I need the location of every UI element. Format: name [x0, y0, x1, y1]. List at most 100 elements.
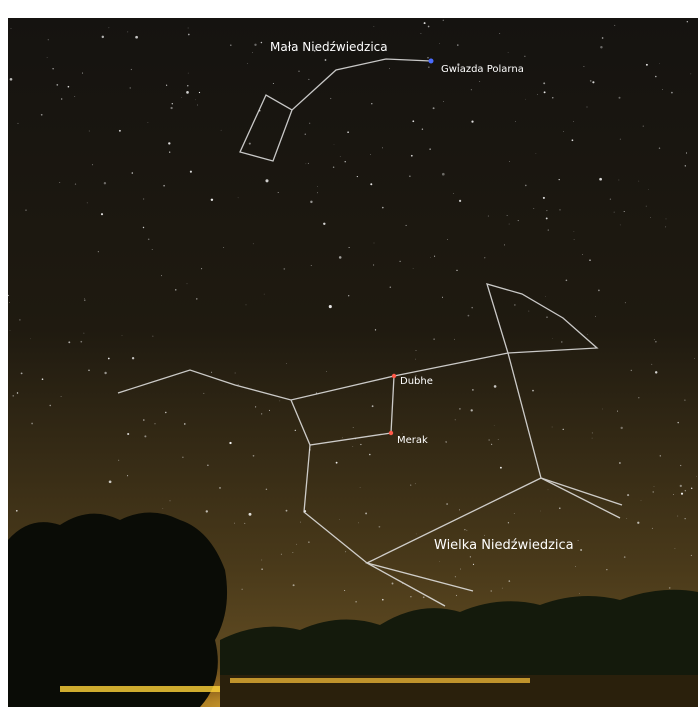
star	[308, 541, 309, 542]
star	[420, 33, 421, 34]
star	[563, 429, 564, 430]
star	[533, 208, 534, 209]
star	[548, 229, 549, 230]
star	[468, 315, 470, 317]
star	[247, 63, 248, 64]
star	[410, 596, 411, 597]
star	[286, 363, 287, 364]
star	[170, 107, 172, 109]
star	[654, 486, 655, 487]
star	[144, 435, 146, 437]
star	[16, 510, 18, 512]
star	[655, 341, 656, 342]
star	[143, 419, 145, 421]
star	[61, 396, 62, 397]
star	[651, 364, 652, 365]
star	[360, 444, 361, 445]
star	[118, 460, 119, 461]
star	[423, 596, 425, 598]
star	[238, 197, 239, 198]
star	[168, 142, 170, 144]
star	[131, 69, 132, 70]
star	[696, 476, 697, 477]
star	[643, 126, 644, 127]
star	[515, 121, 516, 122]
star	[508, 52, 509, 53]
star	[336, 462, 338, 464]
star	[600, 46, 602, 48]
star	[499, 33, 500, 34]
star	[143, 227, 144, 228]
star	[638, 397, 639, 398]
star	[509, 580, 511, 582]
star	[646, 206, 647, 207]
star	[509, 224, 510, 225]
star	[333, 167, 334, 168]
star	[345, 551, 346, 552]
star	[471, 89, 472, 90]
star	[41, 114, 43, 116]
star	[374, 243, 375, 244]
star	[621, 427, 623, 429]
star	[502, 588, 503, 589]
star	[677, 516, 678, 517]
star	[182, 97, 183, 98]
road-light	[230, 678, 530, 683]
star	[627, 494, 629, 496]
star	[484, 257, 485, 258]
star	[624, 556, 626, 558]
star	[293, 552, 294, 553]
star	[80, 341, 82, 343]
star	[172, 103, 173, 104]
star	[74, 96, 75, 97]
star	[261, 42, 263, 44]
star	[619, 97, 621, 99]
star	[572, 139, 574, 141]
star	[135, 36, 138, 39]
star	[412, 120, 414, 122]
star	[662, 89, 663, 90]
star	[592, 432, 593, 433]
star	[677, 422, 678, 423]
star	[433, 338, 434, 339]
star	[580, 549, 582, 551]
star	[691, 488, 692, 489]
star	[255, 406, 256, 407]
star	[358, 522, 359, 523]
star	[266, 489, 267, 490]
star	[559, 209, 560, 210]
star	[456, 270, 457, 271]
star	[311, 265, 312, 266]
star	[544, 91, 546, 93]
star	[379, 526, 381, 528]
star	[686, 153, 687, 154]
star	[207, 465, 208, 466]
star	[681, 493, 683, 495]
star	[598, 290, 600, 292]
star	[411, 155, 413, 157]
star	[339, 256, 342, 259]
star	[56, 84, 58, 86]
star	[442, 297, 443, 298]
star	[329, 305, 332, 308]
star	[31, 423, 33, 425]
star	[509, 161, 510, 162]
star	[685, 490, 686, 491]
star	[528, 311, 529, 312]
star	[637, 522, 639, 524]
star	[548, 489, 549, 490]
star	[674, 548, 675, 549]
star	[109, 480, 112, 483]
star	[484, 535, 485, 536]
star	[626, 518, 627, 519]
star	[459, 200, 461, 202]
polaris-label: Gwiazda Polarna	[441, 64, 524, 75]
star	[305, 134, 306, 135]
star	[687, 21, 688, 22]
star	[370, 154, 371, 155]
star	[685, 165, 686, 166]
star	[325, 59, 327, 61]
star	[434, 256, 435, 257]
star	[370, 183, 372, 185]
star	[308, 163, 309, 164]
